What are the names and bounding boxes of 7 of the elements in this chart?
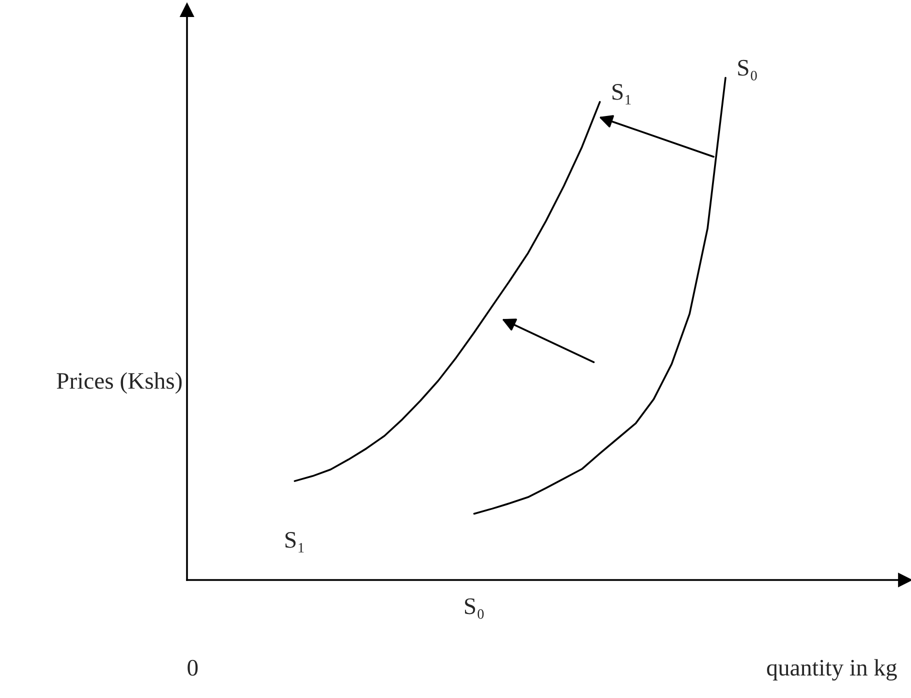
- series-label: S₁: [612, 84, 631, 104]
- x-axis-title: quantity in kg: [767, 659, 897, 681]
- text: 0: [188, 660, 198, 676]
- text: S₁: [286, 532, 304, 552]
- y-axis-title: Prices (Kshs): [56, 372, 182, 394]
- text: S₀: [465, 598, 484, 619]
- series-label: S₀: [738, 60, 757, 80]
